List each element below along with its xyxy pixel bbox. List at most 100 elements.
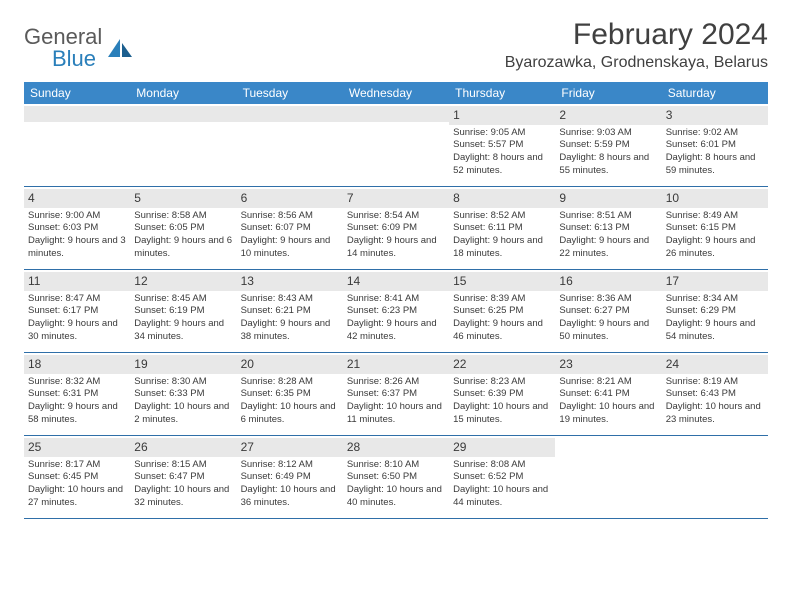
day-number: 14 bbox=[347, 274, 360, 288]
day-cell: 23Sunrise: 8:21 AMSunset: 6:41 PMDayligh… bbox=[555, 353, 661, 435]
day-number-row: 15 bbox=[449, 272, 555, 291]
day-number: 29 bbox=[453, 440, 466, 454]
day-cell: 5Sunrise: 8:58 AMSunset: 6:05 PMDaylight… bbox=[130, 187, 236, 269]
day-header-saturday: Saturday bbox=[662, 82, 768, 104]
day-header-friday: Friday bbox=[555, 82, 661, 104]
day-info: Sunrise: 9:03 AMSunset: 5:59 PMDaylight:… bbox=[559, 127, 657, 178]
header: General Blue February 2024 Byarozawka, G… bbox=[24, 18, 768, 72]
day-number: 6 bbox=[241, 191, 248, 205]
day-info: Sunrise: 8:43 AMSunset: 6:21 PMDaylight:… bbox=[241, 293, 339, 344]
day-header-row: SundayMondayTuesdayWednesdayThursdayFrid… bbox=[24, 82, 768, 104]
day-number-row: 13 bbox=[237, 272, 343, 291]
day-cell bbox=[343, 104, 449, 186]
day-info: Sunrise: 9:02 AMSunset: 6:01 PMDaylight:… bbox=[666, 127, 764, 178]
calendar-page: General Blue February 2024 Byarozawka, G… bbox=[0, 0, 792, 533]
day-header-tuesday: Tuesday bbox=[237, 82, 343, 104]
day-cell: 28Sunrise: 8:10 AMSunset: 6:50 PMDayligh… bbox=[343, 436, 449, 518]
day-info: Sunrise: 8:34 AMSunset: 6:29 PMDaylight:… bbox=[666, 293, 764, 344]
day-number-row: 14 bbox=[343, 272, 449, 291]
day-number: 27 bbox=[241, 440, 254, 454]
day-number: 2 bbox=[559, 108, 566, 122]
day-cell bbox=[237, 104, 343, 186]
day-info: Sunrise: 8:30 AMSunset: 6:33 PMDaylight:… bbox=[134, 376, 232, 427]
day-info: Sunrise: 8:19 AMSunset: 6:43 PMDaylight:… bbox=[666, 376, 764, 427]
day-number-row: 16 bbox=[555, 272, 661, 291]
day-number-row: 5 bbox=[130, 189, 236, 208]
day-cell: 18 Sunrise: 8:32 AMSunset: 6:31 PMDayligh… bbox=[24, 353, 130, 435]
day-cell: 26Sunrise: 8:15 AMSunset: 6:47 PMDayligh… bbox=[130, 436, 236, 518]
day-cell bbox=[24, 104, 130, 186]
empty-day-strip bbox=[24, 106, 130, 122]
day-number: 12 bbox=[134, 274, 147, 288]
day-cell bbox=[662, 436, 768, 518]
day-cell bbox=[130, 104, 236, 186]
weeks-container: 1 Sunrise: 9:05 AMSunset: 5:57 PMDaylight… bbox=[24, 104, 768, 519]
day-number-row: 12 bbox=[130, 272, 236, 291]
day-info: Sunrise: 8:32 AMSunset: 6:31 PMDaylight:… bbox=[28, 376, 126, 427]
day-number-row: 18 bbox=[24, 355, 130, 374]
day-cell: 24 Sunrise: 8:19 AMSunset: 6:43 PMDayligh… bbox=[662, 353, 768, 435]
day-info: Sunrise: 9:05 AMSunset: 5:57 PMDaylight:… bbox=[453, 127, 551, 178]
day-number: 19 bbox=[134, 357, 147, 371]
day-number: 5 bbox=[134, 191, 141, 205]
day-cell: 15Sunrise: 8:39 AMSunset: 6:25 PMDayligh… bbox=[449, 270, 555, 352]
day-number-row: 7 bbox=[343, 189, 449, 208]
day-number-row: 19 bbox=[130, 355, 236, 374]
day-number: 9 bbox=[559, 191, 566, 205]
week-row: 1 Sunrise: 9:05 AMSunset: 5:57 PMDaylight… bbox=[24, 104, 768, 187]
day-cell bbox=[555, 436, 661, 518]
day-cell: 1 Sunrise: 9:05 AMSunset: 5:57 PMDaylight… bbox=[449, 104, 555, 186]
day-cell: 25Sunrise: 8:17 AMSunset: 6:45 PMDayligh… bbox=[24, 436, 130, 518]
week-row: 4Sunrise: 9:00 AMSunset: 6:03 PMDaylight… bbox=[24, 187, 768, 270]
day-number-row: 22 bbox=[449, 355, 555, 374]
day-info: Sunrise: 8:21 AMSunset: 6:41 PMDaylight:… bbox=[559, 376, 657, 427]
day-number-row: 29 bbox=[449, 438, 555, 457]
day-cell: 21 Sunrise: 8:26 AMSunset: 6:37 PMDayligh… bbox=[343, 353, 449, 435]
calendar-grid: SundayMondayTuesdayWednesdayThursdayFrid… bbox=[24, 82, 768, 519]
day-number: 10 bbox=[666, 191, 679, 205]
day-info: Sunrise: 8:10 AMSunset: 6:50 PMDaylight:… bbox=[347, 459, 445, 510]
day-cell: 10 Sunrise: 8:49 AMSunset: 6:15 PMDayligh… bbox=[662, 187, 768, 269]
day-number: 8 bbox=[453, 191, 460, 205]
day-cell: 13 Sunrise: 8:43 AMSunset: 6:21 PMDayligh… bbox=[237, 270, 343, 352]
day-cell: 29 Sunrise: 8:08 AMSunset: 6:52 PMDayligh… bbox=[449, 436, 555, 518]
day-cell: 17Sunrise: 8:34 AMSunset: 6:29 PMDayligh… bbox=[662, 270, 768, 352]
day-info: Sunrise: 8:12 AMSunset: 6:49 PMDaylight:… bbox=[241, 459, 339, 510]
day-number: 20 bbox=[241, 357, 254, 371]
day-cell: 11 Sunrise: 8:47 AMSunset: 6:17 PMDayligh… bbox=[24, 270, 130, 352]
day-info: Sunrise: 8:26 AMSunset: 6:37 PMDaylight:… bbox=[347, 376, 445, 427]
day-number-row: 1 bbox=[449, 106, 555, 125]
day-cell: 8 Sunrise: 8:52 AMSunset: 6:11 PMDaylight… bbox=[449, 187, 555, 269]
empty-day-strip bbox=[237, 106, 343, 122]
day-number-row: 27 bbox=[237, 438, 343, 457]
day-cell: 3 Sunrise: 9:02 AMSunset: 6:01 PMDaylight… bbox=[662, 104, 768, 186]
day-info: Sunrise: 8:28 AMSunset: 6:35 PMDaylight:… bbox=[241, 376, 339, 427]
day-number-row: 3 bbox=[662, 106, 768, 125]
day-cell: 19 Sunrise: 8:30 AMSunset: 6:33 PMDayligh… bbox=[130, 353, 236, 435]
day-number: 4 bbox=[28, 191, 35, 205]
day-number: 24 bbox=[666, 357, 679, 371]
day-cell: 7Sunrise: 8:54 AMSunset: 6:09 PMDaylight… bbox=[343, 187, 449, 269]
logo: General Blue bbox=[24, 18, 134, 72]
day-info: Sunrise: 8:56 AMSunset: 6:07 PMDaylight:… bbox=[241, 210, 339, 261]
day-cell: 12Sunrise: 8:45 AMSunset: 6:19 PMDayligh… bbox=[130, 270, 236, 352]
day-info: Sunrise: 8:08 AMSunset: 6:52 PMDaylight:… bbox=[453, 459, 551, 510]
day-number: 3 bbox=[666, 108, 673, 122]
logo-text-block: General Blue bbox=[24, 24, 102, 72]
day-cell: 27 Sunrise: 8:12 AMSunset: 6:49 PMDayligh… bbox=[237, 436, 343, 518]
week-row: 18 Sunrise: 8:32 AMSunset: 6:31 PMDayligh… bbox=[24, 353, 768, 436]
day-number-row: 10 bbox=[662, 189, 768, 208]
day-number: 21 bbox=[347, 357, 360, 371]
day-number-row: 11 bbox=[24, 272, 130, 291]
day-cell: 4Sunrise: 9:00 AMSunset: 6:03 PMDaylight… bbox=[24, 187, 130, 269]
day-info: Sunrise: 8:47 AMSunset: 6:17 PMDaylight:… bbox=[28, 293, 126, 344]
week-row: 25Sunrise: 8:17 AMSunset: 6:45 PMDayligh… bbox=[24, 436, 768, 519]
day-info: Sunrise: 8:49 AMSunset: 6:15 PMDaylight:… bbox=[666, 210, 764, 261]
day-info: Sunrise: 8:52 AMSunset: 6:11 PMDaylight:… bbox=[453, 210, 551, 261]
day-number-row: 26 bbox=[130, 438, 236, 457]
day-number-row: 20 bbox=[237, 355, 343, 374]
day-number-row: 2 bbox=[555, 106, 661, 125]
day-cell: 20 Sunrise: 8:28 AMSunset: 6:35 PMDayligh… bbox=[237, 353, 343, 435]
empty-day-strip bbox=[130, 106, 236, 122]
day-number: 16 bbox=[559, 274, 572, 288]
